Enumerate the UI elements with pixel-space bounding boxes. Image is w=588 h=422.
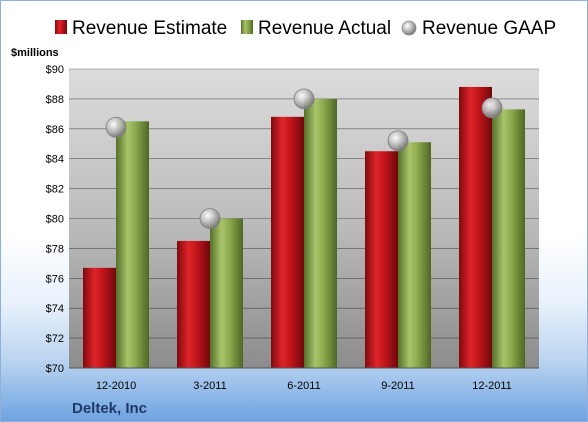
y-tick-label: $90 bbox=[46, 64, 64, 76]
x-tick-label: 12-2011 bbox=[472, 380, 512, 392]
bars bbox=[83, 86, 525, 369]
x-tick-label: 12-2010 bbox=[96, 380, 136, 392]
x-axis-ticks: 12-2010 3-2011 6-2011 9-2011 12-2011 bbox=[96, 380, 512, 392]
y-tick-label: $86 bbox=[46, 124, 64, 136]
x-tick-label: 3-2011 bbox=[193, 380, 226, 392]
bar-revenue-actual bbox=[398, 142, 431, 368]
marker-revenue-gaap bbox=[199, 208, 221, 229]
y-axis-ticks: $70 $72 $74 $76 $78 $80 $82 $84 $86 $88 $90 bbox=[46, 64, 64, 375]
marker-revenue-gaap bbox=[387, 130, 409, 152]
bar-revenue-actual bbox=[116, 121, 149, 368]
bar-revenue-actual bbox=[304, 98, 337, 369]
y-axis-unit-label: $millions bbox=[11, 47, 59, 59]
legend-swatch-estimate bbox=[55, 20, 67, 34]
marker-revenue-gaap bbox=[105, 116, 127, 138]
bar-revenue-estimate bbox=[177, 240, 210, 368]
bar-revenue-estimate bbox=[83, 267, 116, 368]
y-tick-label: $80 bbox=[46, 214, 64, 226]
marker-revenue-gaap bbox=[293, 88, 315, 110]
legend-label-estimate: Revenue Estimate bbox=[72, 18, 227, 39]
bar-revenue-estimate bbox=[271, 116, 304, 368]
x-tick-label: 9-2011 bbox=[381, 380, 414, 392]
legend-swatch-actual bbox=[241, 20, 253, 34]
company-name: Deltek, Inc bbox=[72, 400, 147, 417]
y-tick-label: $88 bbox=[46, 94, 64, 106]
bar-revenue-actual bbox=[210, 218, 243, 368]
y-tick-label: $82 bbox=[46, 184, 64, 196]
y-tick-label: $74 bbox=[46, 303, 64, 315]
bar-revenue-estimate bbox=[365, 151, 398, 368]
bar-revenue-actual bbox=[492, 109, 525, 369]
gaap-markers bbox=[105, 88, 503, 229]
y-tick-label: $72 bbox=[46, 333, 64, 345]
y-tick-label: $78 bbox=[46, 243, 64, 255]
y-tick-label: $70 bbox=[46, 363, 64, 375]
legend-label-actual: Revenue Actual bbox=[258, 18, 391, 39]
y-tick-label: $84 bbox=[46, 154, 64, 166]
x-tick-label: 6-2011 bbox=[287, 380, 320, 392]
marker-revenue-gaap bbox=[481, 97, 503, 119]
legend: Revenue Estimate Revenue Actual Revenue … bbox=[55, 18, 556, 39]
legend-label-gaap: Revenue GAAP bbox=[422, 18, 556, 39]
y-tick-label: $76 bbox=[46, 273, 64, 285]
legend-marker-gaap bbox=[401, 20, 417, 36]
bar-revenue-estimate bbox=[459, 86, 492, 368]
